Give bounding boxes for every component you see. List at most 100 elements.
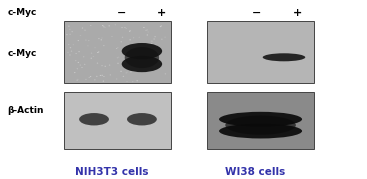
Ellipse shape [75,53,77,54]
Ellipse shape [80,64,81,66]
Ellipse shape [116,48,117,49]
Ellipse shape [117,63,119,64]
Text: NIH3T3 cells: NIH3T3 cells [75,167,149,177]
Ellipse shape [77,79,79,80]
Bar [64,21,171,83]
Ellipse shape [153,66,155,67]
Ellipse shape [78,51,80,52]
Ellipse shape [118,57,119,58]
Ellipse shape [127,113,157,125]
Ellipse shape [130,71,132,72]
Ellipse shape [93,56,94,57]
Ellipse shape [155,36,156,37]
Ellipse shape [77,40,79,41]
Ellipse shape [148,32,149,33]
Ellipse shape [109,65,110,66]
Ellipse shape [101,39,102,40]
Ellipse shape [219,124,302,139]
Ellipse shape [150,43,152,44]
Ellipse shape [137,43,139,44]
Ellipse shape [84,30,86,31]
Ellipse shape [130,39,131,40]
Ellipse shape [76,80,78,81]
Ellipse shape [69,29,70,30]
Ellipse shape [72,31,73,32]
Ellipse shape [82,28,83,29]
Ellipse shape [88,40,90,41]
Ellipse shape [69,54,71,55]
Ellipse shape [138,60,140,61]
Ellipse shape [102,25,103,26]
Ellipse shape [91,58,92,59]
Ellipse shape [67,52,69,53]
Ellipse shape [151,63,152,64]
Ellipse shape [126,72,127,74]
Ellipse shape [79,113,109,125]
Ellipse shape [160,25,162,26]
Ellipse shape [132,81,134,82]
Ellipse shape [151,43,153,44]
Ellipse shape [130,30,131,31]
Text: −: − [252,8,262,18]
Ellipse shape [148,49,149,50]
Ellipse shape [68,26,70,27]
Ellipse shape [156,67,158,69]
Ellipse shape [83,56,84,57]
Ellipse shape [157,52,159,53]
Ellipse shape [94,47,96,48]
Text: β-Actin: β-Actin [7,107,44,115]
Bar [64,92,171,149]
Ellipse shape [71,51,72,52]
Ellipse shape [161,39,163,40]
Ellipse shape [101,37,103,38]
Ellipse shape [110,74,111,76]
Ellipse shape [164,37,166,38]
Ellipse shape [97,63,98,64]
Ellipse shape [165,73,166,74]
Ellipse shape [122,56,162,72]
Ellipse shape [127,57,128,58]
Ellipse shape [103,81,104,82]
Ellipse shape [104,27,106,28]
Ellipse shape [70,47,71,48]
Ellipse shape [100,75,101,76]
Ellipse shape [69,34,71,35]
Ellipse shape [109,25,110,26]
Ellipse shape [136,61,137,62]
Ellipse shape [124,27,126,28]
Ellipse shape [120,41,122,42]
Ellipse shape [96,76,98,77]
Ellipse shape [84,64,86,65]
Ellipse shape [97,52,98,53]
Ellipse shape [132,63,133,64]
Ellipse shape [91,53,92,54]
Ellipse shape [151,64,152,66]
Ellipse shape [90,76,91,77]
Ellipse shape [98,38,100,39]
Ellipse shape [146,34,148,35]
Text: c-Myc: c-Myc [7,8,37,17]
Bar [207,92,314,149]
Text: +: + [157,8,166,18]
Text: c-Myc: c-Myc [7,49,37,58]
Ellipse shape [263,53,305,61]
Ellipse shape [74,72,76,73]
Ellipse shape [116,78,117,79]
Ellipse shape [225,115,296,135]
Ellipse shape [94,79,95,80]
Ellipse shape [121,27,123,28]
Ellipse shape [77,62,79,63]
Ellipse shape [156,45,157,46]
Ellipse shape [85,40,87,41]
Ellipse shape [77,68,78,69]
Ellipse shape [129,31,130,32]
Ellipse shape [126,81,128,82]
Text: +: + [292,8,302,18]
Ellipse shape [126,28,127,29]
Ellipse shape [137,80,138,81]
Ellipse shape [101,65,103,66]
Ellipse shape [139,37,140,38]
Ellipse shape [120,71,122,72]
Ellipse shape [126,72,128,73]
Ellipse shape [153,38,155,40]
